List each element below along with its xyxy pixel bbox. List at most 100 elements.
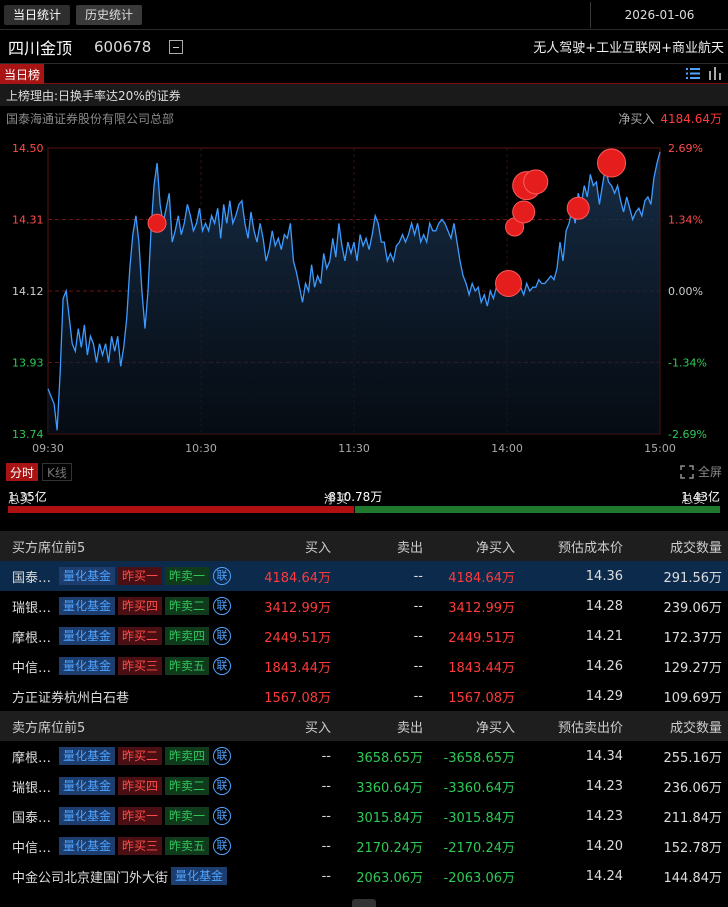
seat-tag-badge: 昨买二 xyxy=(118,627,163,645)
seat-cell[interactable]: 方正证券杭州白石巷 xyxy=(0,681,245,711)
price-area xyxy=(48,151,660,435)
list-view-icon[interactable] xyxy=(686,67,700,80)
column-header: 成交数量 xyxy=(629,531,728,561)
collapse-icon[interactable] xyxy=(169,39,184,54)
table-title: 卖方席位前5 xyxy=(0,711,245,741)
tab-history-stats[interactable]: 历史统计 xyxy=(76,4,143,25)
seat-name[interactable]: 摩根大通证券(中国)有限公司上海银城中路 xyxy=(12,750,56,766)
buy-amount: 4184.64万 xyxy=(245,561,337,591)
chart-svg: 14.50 2.69% 14.31 1.34% 14.12 0.00% 13.93 -1.34… xyxy=(12,142,707,455)
volume: 211.84万 xyxy=(663,810,723,826)
seat-cell[interactable]: 国泰海通证券股份有限公司总部量化基金昨买一昨卖一联 xyxy=(0,801,245,831)
tab-intraday[interactable]: 分时 xyxy=(6,463,39,481)
seat-cell[interactable]: 摩根大通证券(中国)有限公司上海银城中路量化基金昨买二昨卖四联 xyxy=(0,621,245,651)
volume: 239.06万 xyxy=(663,600,723,616)
net-amount: 1843.44万 xyxy=(448,660,515,676)
price-line xyxy=(47,151,661,431)
board-tag[interactable]: 当日榜 xyxy=(0,64,45,84)
seat-name[interactable]: 摩根大通证券(中国)有限公司上海银城中路 xyxy=(12,630,56,646)
buy-amount: 1567.08万 xyxy=(264,690,331,706)
column-header: 买入 xyxy=(245,531,337,561)
trade-marker[interactable] xyxy=(512,200,536,224)
scroll-more-icon[interactable] xyxy=(352,899,376,907)
sell-amount: 3015.84万 xyxy=(356,810,423,826)
sell-amount: -- xyxy=(413,628,423,644)
bar-chart-view-icon[interactable] xyxy=(708,67,722,80)
linked-icon[interactable]: 联 xyxy=(213,777,232,795)
table-row[interactable]: 瑞银证券有限责任公司上海花园石桥路量化基金昨买四昨卖二联 -- 3360.64万 -3… xyxy=(0,771,728,801)
volume: 255.16万 xyxy=(663,750,723,766)
seat-cell[interactable]: 瑞银证券有限责任公司上海花园石桥路量化基金昨买四昨卖二联 xyxy=(0,591,245,621)
volume: 144.84万 xyxy=(663,870,723,886)
trade-marker[interactable] xyxy=(147,213,167,233)
trade-marker[interactable] xyxy=(597,148,627,178)
seat-cell[interactable]: 中信证券股份有限公司上海分公司量化基金昨买三昨卖五联 xyxy=(0,651,245,681)
fullscreen-button[interactable]: 全屏 xyxy=(680,463,722,480)
seat-name[interactable]: 中信证券股份有限公司上海分公司 xyxy=(12,840,56,856)
table-row[interactable]: 中信证券股份有限公司上海分公司量化基金昨买三昨卖五联 1843.44万 -- 1843… xyxy=(0,651,728,681)
linked-icon[interactable]: 联 xyxy=(213,627,232,645)
date-selector[interactable]: 2026-01-06 xyxy=(590,2,728,28)
linked-icon[interactable]: 联 xyxy=(213,567,232,585)
table-row[interactable]: 摩根大通证券(中国)有限公司上海银城中路量化基金昨买二昨卖四联 -- 3658.65… xyxy=(0,741,728,771)
seat-cell[interactable]: 瑞银证券有限责任公司上海花园石桥路量化基金昨买四昨卖二联 xyxy=(0,771,245,801)
buy-amount: -- xyxy=(321,808,331,824)
seat-name[interactable]: 国泰海通证券股份有限公司总部 xyxy=(12,810,56,826)
seat-name[interactable]: 瑞银证券有限责任公司上海花园石桥路 xyxy=(12,600,56,616)
seat-cell[interactable]: 国泰海通证券股份有限公司总部量化基金昨买一昨卖一联 xyxy=(0,561,245,591)
seat-name[interactable]: 中信证券股份有限公司上海分公司 xyxy=(12,660,56,676)
volume: 129.27万 xyxy=(663,660,723,676)
trade-marker[interactable] xyxy=(566,196,590,220)
table-row[interactable]: 方正证券杭州白石巷 1567.08万 -- 1567.08万 14.29 109.69万 xyxy=(0,681,728,711)
linked-icon[interactable]: 联 xyxy=(213,597,232,615)
seat-name[interactable]: 瑞银证券有限责任公司上海花园石桥路 xyxy=(12,780,56,796)
pct-tick-label: -2.69% xyxy=(668,428,707,441)
est-price: 14.23 xyxy=(585,808,623,824)
linked-icon[interactable]: 联 xyxy=(213,747,232,765)
volume: 152.78万 xyxy=(663,840,723,856)
table-row[interactable]: 中金公司北京建国门外大街 量化基金 -- 2063.06万 -2063.06万 14.24… xyxy=(0,861,728,891)
seat-tag-badge: 昨买一 xyxy=(118,807,163,825)
table-row[interactable]: 国泰海通证券股份有限公司总部量化基金昨买一昨卖一联4184.64万--4184.… xyxy=(0,561,728,591)
date-value: 2026-01-06 xyxy=(624,8,695,22)
seat-name: 国泰海通证券股份有限公司总部 xyxy=(6,111,175,126)
net-amount: -3658.65万 xyxy=(443,750,515,766)
seat-cell[interactable]: 中金公司北京建国门外大街 量化基金 xyxy=(0,861,245,891)
tab-kline[interactable]: K线 xyxy=(42,463,72,481)
total-net-value: -810.78万 xyxy=(324,490,383,504)
seat-cell[interactable]: 中信证券股份有限公司上海分公司量化基金昨买三昨卖五联 xyxy=(0,831,245,861)
tab-today-stats[interactable]: 当日统计 xyxy=(4,4,71,25)
trade-marker[interactable] xyxy=(523,169,549,195)
table-row[interactable]: 瑞银证券有限责任公司上海花园石桥路量化基金昨买四昨卖二联 3412.99万 -- 34… xyxy=(0,591,728,621)
volume: 291.56万 xyxy=(629,561,728,591)
table-row[interactable]: 摩根大通证券(中国)有限公司上海银城中路量化基金昨买二昨卖四联 2449.51万 -… xyxy=(0,621,728,651)
stock-header: 四川金顶 600678 无人驾驶+工业互联网+商业航天 xyxy=(0,30,728,64)
pct-tick-label: -1.34% xyxy=(668,357,707,370)
seat-name[interactable]: 中金公司北京建国门外大街 xyxy=(12,870,168,886)
total-buy-value: 1.35亿 xyxy=(8,490,47,504)
linked-icon[interactable]: 联 xyxy=(213,807,232,825)
table-row[interactable]: 国泰海通证券股份有限公司总部量化基金昨买一昨卖一联 -- 3015.84万 -3015… xyxy=(0,801,728,831)
total-sell-label: 总卖 xyxy=(681,492,706,506)
sell-amount: 3360.64万 xyxy=(356,780,423,796)
linked-icon[interactable]: 联 xyxy=(213,837,232,855)
pct-tick-label: 1.34% xyxy=(668,214,703,227)
total-net: 净买 -810.78万 xyxy=(324,488,383,506)
table-row[interactable]: 中信证券股份有限公司上海分公司量化基金昨买三昨卖五联 -- 2170.24万 -217… xyxy=(0,831,728,861)
buy-amount: 2449.51万 xyxy=(264,630,331,646)
seat-name[interactable]: 方正证券杭州白石巷 xyxy=(12,690,130,706)
seat-name[interactable]: 国泰海通证券股份有限公司总部 xyxy=(12,570,56,586)
est-price: 14.28 xyxy=(585,598,623,614)
intraday-chart[interactable]: 14.50 2.69% 14.31 1.34% 14.12 0.00% 13.93 -1.34… xyxy=(0,140,728,460)
column-header: 净买入 xyxy=(429,711,521,741)
y-tick-label: 14.50 xyxy=(12,142,44,155)
seat-tag-badge: 量化基金 xyxy=(59,837,116,855)
linked-icon[interactable]: 联 xyxy=(213,657,232,675)
column-header: 预估卖出价 xyxy=(521,711,629,741)
seat-tag-badge: 昨卖一 xyxy=(165,807,210,825)
net-amount: 3412.99万 xyxy=(448,600,515,616)
seat-cell[interactable]: 摩根大通证券(中国)有限公司上海银城中路量化基金昨买二昨卖四联 xyxy=(0,741,245,771)
trade-marker[interactable] xyxy=(495,269,523,297)
sell-amount: 2170.24万 xyxy=(356,840,423,856)
pct-tick-label: 2.69% xyxy=(668,142,703,155)
